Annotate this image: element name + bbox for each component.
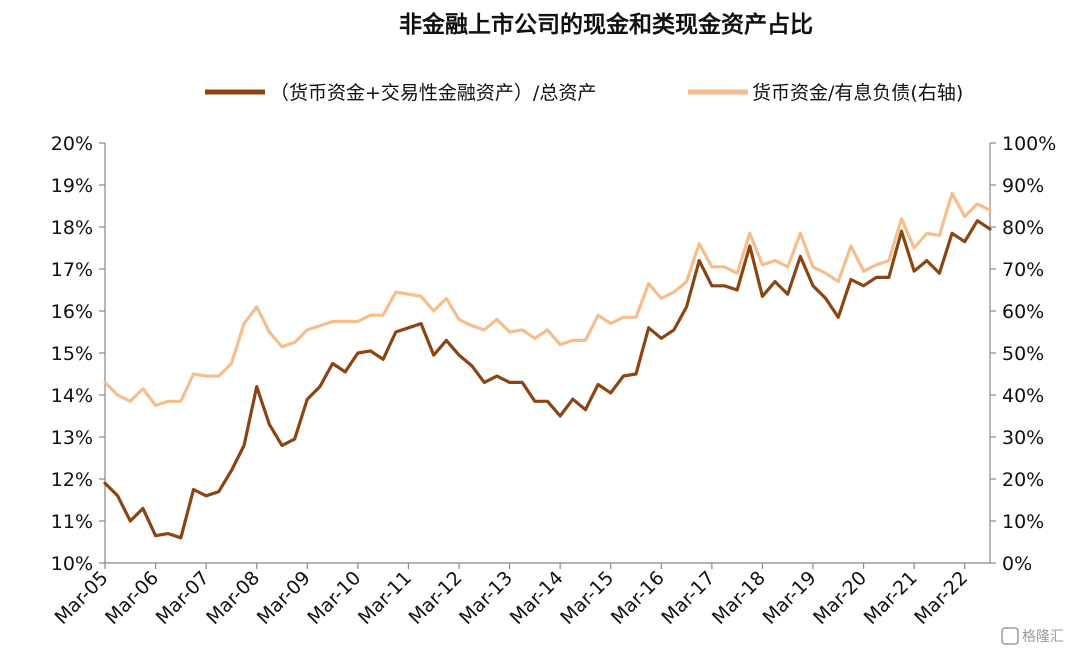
right-tick-label: 70% xyxy=(1002,259,1044,281)
series-line-cash-to-debt-ratio xyxy=(103,191,992,408)
right-tick-label: 20% xyxy=(1002,469,1044,491)
left-tick-label: 13% xyxy=(51,427,93,449)
left-tick-label: 18% xyxy=(51,217,93,239)
right-y-axis: 0% 10% 20% 30% 40% 50% 60% 70% 80% 90% 100% xyxy=(990,133,1056,575)
chart-title: 非金融上市公司的现金和类现金资产占比 xyxy=(399,11,813,38)
x-tick-label: Mar-06 xyxy=(101,567,163,629)
x-tick-label: Mar-10 xyxy=(303,567,365,629)
x-tick-label: Mar-07 xyxy=(152,567,214,629)
series-line-cash-plus-trading-assets-ratio xyxy=(103,219,992,540)
x-tick-label: Mar-15 xyxy=(556,567,618,629)
legend-label-series1: （货币资金+交易性金融资产）/总资产 xyxy=(270,82,596,104)
right-tick-label: 10% xyxy=(1002,511,1044,533)
x-tick-label: Mar-19 xyxy=(759,567,821,629)
x-tick-label: Mar-11 xyxy=(354,567,416,629)
x-tick-label: Mar-18 xyxy=(708,567,770,629)
left-tick-label: 15% xyxy=(51,343,93,365)
series-layer xyxy=(103,191,992,540)
axes xyxy=(104,143,991,564)
left-y-axis: 10% 11% 12% 13% 14% 15% 16% 17% 18% 19% 20% xyxy=(51,133,105,575)
right-tick-label: 30% xyxy=(1002,427,1044,449)
left-tick-label: 16% xyxy=(51,301,93,323)
right-tick-label: 80% xyxy=(1002,217,1044,239)
x-tick-label: Mar-20 xyxy=(809,567,871,629)
left-tick-label: 11% xyxy=(51,511,93,533)
left-tick-label: 19% xyxy=(51,175,93,197)
right-tick-label: 50% xyxy=(1002,343,1044,365)
watermark-text: 格隆汇 xyxy=(1022,629,1064,645)
left-tick-label: 20% xyxy=(51,133,93,155)
left-tick-label: 14% xyxy=(51,385,93,407)
x-tick-label: Mar-21 xyxy=(860,567,922,629)
x-tick-label: Mar-22 xyxy=(910,567,972,629)
right-tick-label: 60% xyxy=(1002,301,1044,323)
left-tick-label: 10% xyxy=(51,553,93,575)
x-axis: Mar-05Mar-06Mar-07Mar-08Mar-09Mar-10Mar-… xyxy=(51,563,972,629)
x-tick-label: Mar-13 xyxy=(455,567,517,629)
right-tick-label: 90% xyxy=(1002,175,1044,197)
watermark-logo-icon xyxy=(1001,627,1019,645)
right-tick-label: 0% xyxy=(1002,553,1032,575)
legend: （货币资金+交易性金融资产）/总资产 货币资金/有息负债(右轴) xyxy=(205,82,963,104)
legend-label-series2: 货币资金/有息负债(右轴) xyxy=(752,82,963,104)
x-tick-label: Mar-08 xyxy=(202,567,264,629)
right-tick-label: 40% xyxy=(1002,385,1044,407)
x-tick-label: Mar-12 xyxy=(405,567,467,629)
left-tick-label: 17% xyxy=(51,259,93,281)
left-tick-label: 12% xyxy=(51,469,93,491)
x-tick-label: Mar-09 xyxy=(253,567,315,629)
x-tick-label: Mar-17 xyxy=(657,567,719,629)
right-tick-label: 100% xyxy=(1002,133,1056,155)
watermark: 格隆汇 xyxy=(1001,627,1064,645)
x-tick-label: Mar-16 xyxy=(607,567,669,629)
x-tick-label: Mar-14 xyxy=(506,567,568,629)
x-tick-label: Mar-05 xyxy=(51,567,113,629)
